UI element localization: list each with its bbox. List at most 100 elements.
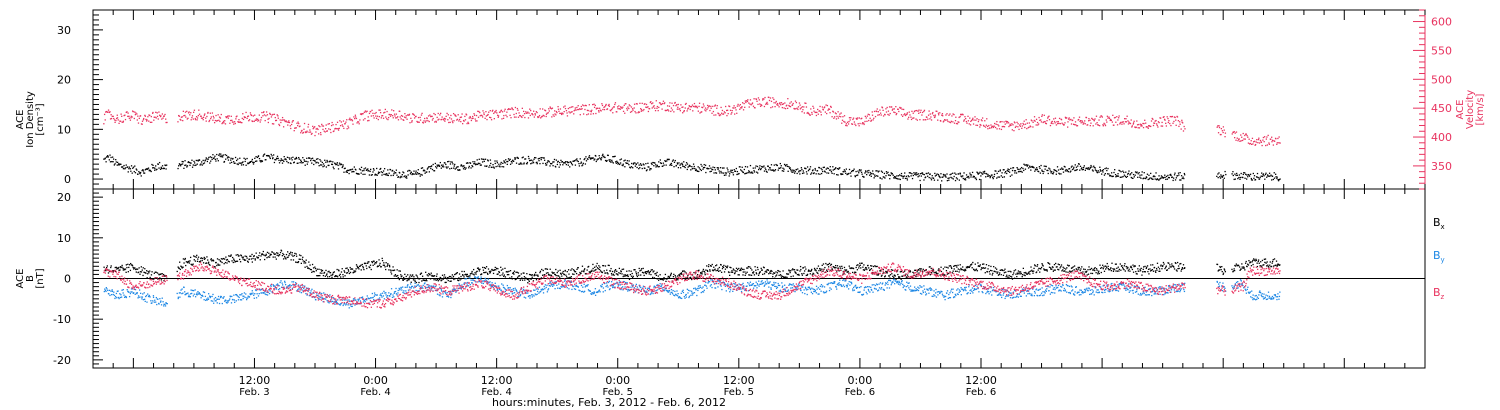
density-series-point (676, 162, 679, 164)
density-series-point (721, 167, 724, 169)
velocity-series-point (720, 112, 723, 114)
velocity-series-point (879, 109, 881, 111)
mag-bx-series-point (557, 270, 559, 272)
density-series-point (785, 165, 787, 167)
velocity-series-point (1165, 125, 1168, 127)
velocity-series-point (701, 106, 703, 108)
mag-bx-series-point (201, 259, 203, 262)
velocity-series-point (811, 111, 813, 114)
velocity-series-point (816, 111, 818, 114)
mag-bx-series-point (404, 273, 406, 276)
mag-bx-series-point (235, 260, 238, 262)
mag-bx-series-point (253, 255, 255, 258)
density-series-point (1018, 168, 1020, 171)
velocity-series-point (246, 117, 248, 120)
velocity-series-point (964, 116, 966, 118)
density-series-point (290, 157, 292, 159)
mag-bx-series-point (205, 262, 208, 264)
velocity-series-point (995, 123, 997, 125)
density-series-point (321, 164, 323, 166)
density-series-point (732, 172, 734, 174)
density-series-point (480, 158, 483, 160)
mag-bx-series-point (476, 270, 478, 272)
velocity-series-point (651, 107, 653, 109)
velocity-series-point (440, 118, 443, 121)
velocity-series-point (413, 117, 416, 119)
mag-bx-series-point (230, 255, 232, 257)
velocity-series-point (1006, 122, 1008, 124)
velocity-series-point (1218, 126, 1221, 129)
density-series-point (395, 172, 397, 174)
mag-bx-series-point (160, 273, 162, 275)
density-series-point (282, 159, 284, 161)
velocity-series-point (334, 127, 337, 130)
density-series-point (826, 172, 828, 174)
density-series-point (718, 170, 720, 172)
mag-bx-series-point (817, 272, 819, 275)
velocity-series-point (367, 120, 369, 122)
mag-bx-series-point (396, 269, 398, 271)
mag-bx-series-point (141, 269, 143, 271)
velocity-series-point (990, 127, 993, 129)
velocity-series-point (1075, 124, 1077, 126)
mag-bx-series-point (607, 264, 609, 266)
density-series-point (273, 154, 275, 156)
density-series-point (989, 176, 991, 179)
mag-bx-series-point (778, 274, 780, 277)
mag-bx-series-point (251, 261, 253, 263)
density-series-point (440, 164, 443, 166)
mag-bx-series-point (346, 267, 348, 269)
density-series-point (980, 172, 983, 174)
mag-bx-series-point (596, 262, 598, 265)
density-series-point (1057, 169, 1060, 171)
velocity-series-point (945, 119, 947, 121)
density-series-point (870, 173, 872, 175)
density-series-point (677, 163, 679, 165)
density-series-point (882, 176, 884, 178)
velocity-series-point (888, 106, 891, 108)
mag-bx-series-point (362, 267, 365, 269)
density-series-point (1102, 169, 1105, 171)
density-series-point (964, 177, 966, 180)
velocity-series-point (945, 114, 947, 116)
mag-bx-series-point (573, 270, 576, 272)
density-series-point (302, 156, 304, 159)
mag-bx-series-point (460, 275, 462, 278)
density-series-point (904, 177, 907, 180)
mag-bx-series-point (182, 258, 185, 260)
velocity-series-point (871, 111, 873, 113)
velocity-series-point (1071, 119, 1074, 121)
density-series-point (854, 175, 857, 178)
velocity-series-point (470, 119, 473, 122)
velocity-series-point (710, 105, 712, 108)
density-series-point (292, 156, 294, 158)
velocity-series-point (493, 112, 495, 115)
velocity-series-point (949, 113, 951, 115)
velocity-series-point (844, 121, 846, 123)
density-series-point (533, 156, 536, 159)
velocity-series-point (577, 105, 579, 107)
velocity-series-point (636, 103, 638, 105)
density-series-point (257, 155, 260, 157)
density-series-point (778, 167, 780, 169)
density-series-point (284, 158, 286, 160)
density-series-point (628, 164, 630, 166)
velocity-series-point (906, 113, 908, 115)
density-series-point (748, 171, 751, 173)
density-series-point (337, 164, 339, 167)
density-series-point (156, 168, 158, 171)
velocity-series-point (873, 110, 876, 113)
density-series-point (645, 162, 647, 165)
mag-bx-series-point (279, 251, 282, 254)
density-series-point (944, 174, 946, 176)
density-series-point (1008, 171, 1011, 173)
mag-bx-series-point (763, 273, 766, 275)
velocity-series-point (567, 107, 570, 110)
density-series-point (397, 176, 400, 178)
mag-bx-series-point (421, 280, 423, 282)
velocity-series-point (674, 101, 676, 104)
mag-bx-series-point (398, 270, 400, 272)
density-series-point (848, 172, 850, 175)
mag-bx-series-point (452, 275, 455, 278)
velocity-series-point (668, 110, 670, 112)
